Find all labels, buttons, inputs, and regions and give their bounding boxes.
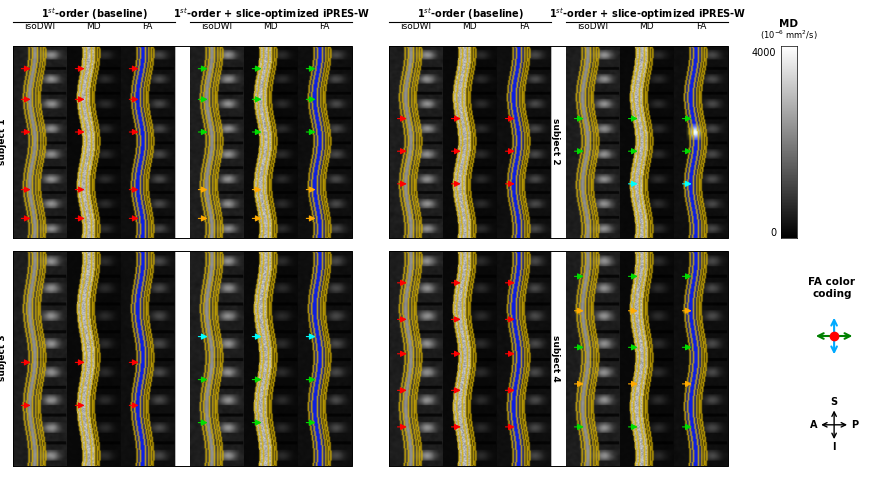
Text: subject 3: subject 3 <box>0 335 7 382</box>
Text: FA color
coding: FA color coding <box>808 277 856 299</box>
Text: 1$^{st}$-order + slice-optimized iPRES-W: 1$^{st}$-order + slice-optimized iPRES-W <box>173 7 370 22</box>
Text: FA: FA <box>142 22 153 31</box>
Text: subject 4: subject 4 <box>551 335 560 382</box>
Text: subject 2: subject 2 <box>551 118 560 165</box>
Text: P: P <box>851 420 858 430</box>
Text: 1$^{st}$-order (baseline): 1$^{st}$-order (baseline) <box>41 7 148 22</box>
Text: 0: 0 <box>770 228 776 238</box>
Text: MD: MD <box>463 22 477 31</box>
Text: A: A <box>810 420 817 430</box>
Text: 1$^{st}$-order (baseline): 1$^{st}$-order (baseline) <box>417 7 524 22</box>
Text: 4000: 4000 <box>751 48 776 58</box>
Text: MD: MD <box>640 22 654 31</box>
Text: MD: MD <box>87 22 101 31</box>
Text: isoDWI: isoDWI <box>24 22 56 31</box>
Text: isoDWI: isoDWI <box>400 22 432 31</box>
Text: (10$^{-6}$ mm$^{2}$/s): (10$^{-6}$ mm$^{2}$/s) <box>759 28 818 42</box>
Text: MD: MD <box>779 19 798 29</box>
Text: S: S <box>830 397 838 408</box>
Text: isoDWI: isoDWI <box>201 22 233 31</box>
Text: isoDWI: isoDWI <box>577 22 609 31</box>
Text: subject 1: subject 1 <box>0 118 7 165</box>
Text: FA: FA <box>519 22 529 31</box>
Text: FA: FA <box>319 22 330 31</box>
Text: FA: FA <box>696 22 706 31</box>
Text: MD: MD <box>264 22 278 31</box>
Text: 1$^{st}$-order + slice-optimized iPRES-W: 1$^{st}$-order + slice-optimized iPRES-W <box>549 7 746 22</box>
Text: I: I <box>833 442 835 452</box>
